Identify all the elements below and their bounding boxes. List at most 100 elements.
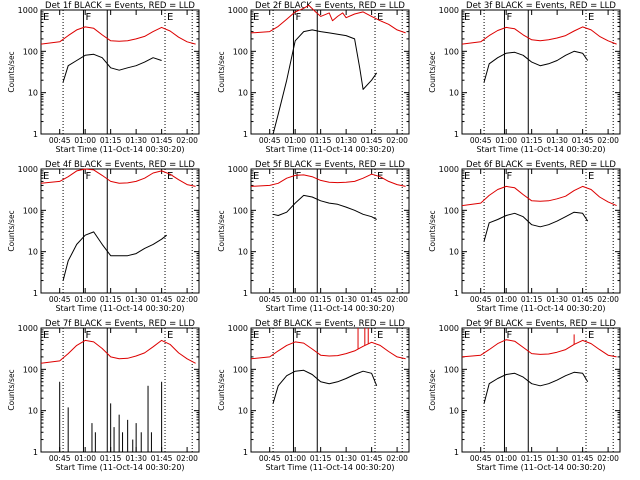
region-label: E <box>377 330 383 341</box>
plot-frame <box>40 168 200 294</box>
y-tick-label: 1 <box>454 289 459 298</box>
region-label: E <box>167 330 173 341</box>
y-tick-label: 100 <box>444 47 459 56</box>
events-series-line <box>62 231 168 281</box>
y-tick-label: 1000 <box>18 6 38 15</box>
x-tick-label: 01:30 <box>546 295 568 304</box>
region-label: E <box>43 330 49 341</box>
x-tick-label: 02:00 <box>386 295 408 304</box>
lld-series-line <box>250 173 406 187</box>
region-label: F <box>506 171 512 182</box>
lld-series-line <box>40 339 196 364</box>
y-axis-label: Counts/sec <box>217 369 226 410</box>
region-label: E <box>377 12 383 23</box>
lld-series-line <box>461 185 617 207</box>
x-tick-label: 01:30 <box>546 136 568 145</box>
y-axis-label: Counts/sec <box>7 369 16 410</box>
events-series-line <box>483 50 589 83</box>
lld-series-line <box>40 26 196 45</box>
x-tick-label: 01:15 <box>521 136 543 145</box>
x-tick-label: 01:15 <box>310 136 332 145</box>
region-label: E <box>464 330 470 341</box>
panel-title: Det 8f BLACK = Events, RED = LLD <box>255 319 405 329</box>
panel-title: Det 3f BLACK = Events, RED = LLD <box>466 1 616 11</box>
x-tick-label: 01:30 <box>125 295 147 304</box>
y-tick-label: 10 <box>28 89 38 98</box>
lld-series-line <box>461 339 617 358</box>
region-label: F <box>295 12 301 23</box>
events-series-line <box>272 29 378 135</box>
x-tick-label: 01:30 <box>125 136 147 145</box>
region-label: F <box>85 330 91 341</box>
region-label: F <box>506 330 512 341</box>
region-label: F <box>85 171 91 182</box>
x-tick-label: 01:45 <box>361 454 383 463</box>
region-label: F <box>295 330 301 341</box>
x-tick-label: 01:00 <box>74 295 96 304</box>
y-tick-label: 1 <box>454 130 459 139</box>
y-tick-label: 100 <box>233 365 248 374</box>
x-tick-label: 01:45 <box>151 295 173 304</box>
y-axis-label: Counts/sec <box>428 51 437 92</box>
x-tick-label: 01:15 <box>100 136 122 145</box>
y-tick-label: 1 <box>243 448 248 457</box>
y-tick-label: 1000 <box>228 324 248 333</box>
y-axis-label: Counts/sec <box>428 369 437 410</box>
x-tick-label: 01:45 <box>572 136 594 145</box>
x-axis-label: Start Time (11-Oct-14 00:30:20) <box>476 145 605 154</box>
y-tick-label: 10 <box>449 248 459 257</box>
plot-frame <box>250 327 410 453</box>
events-series-line <box>62 53 162 83</box>
x-tick-label: 01:15 <box>521 454 543 463</box>
x-axis-label: Start Time (11-Oct-14 00:30:20) <box>265 304 394 313</box>
lld-series-line <box>250 341 406 360</box>
x-tick-label: 02:00 <box>597 454 619 463</box>
x-tick-label: 02:00 <box>597 295 619 304</box>
lld-series-line <box>461 26 617 45</box>
y-tick-label: 1000 <box>18 165 38 174</box>
x-tick-label: 01:15 <box>100 295 122 304</box>
panel-title: Det 7f BLACK = Events, RED = LLD <box>45 319 195 329</box>
x-tick-label: 01:15 <box>310 454 332 463</box>
x-tick-label: 02:00 <box>386 454 408 463</box>
plot-frame <box>250 168 410 294</box>
y-axis-label: Counts/sec <box>428 210 437 251</box>
y-tick-label: 1 <box>243 130 248 139</box>
x-tick-label: 00:45 <box>49 295 71 304</box>
panel-title: Det 6f BLACK = Events, RED = LLD <box>466 160 616 170</box>
y-tick-label: 1000 <box>439 165 459 174</box>
plot-frame <box>40 9 200 135</box>
y-tick-label: 10 <box>28 248 38 257</box>
events-series-line <box>483 211 589 242</box>
x-tick-label: 02:00 <box>597 136 619 145</box>
x-axis-label: Start Time (11-Oct-14 00:30:20) <box>55 304 184 313</box>
x-tick-label: 00:45 <box>259 136 281 145</box>
x-axis-label: Start Time (11-Oct-14 00:30:20) <box>55 463 184 472</box>
region-label: E <box>588 330 594 341</box>
y-tick-label: 100 <box>444 206 459 215</box>
region-label: E <box>167 171 173 182</box>
y-tick-label: 100 <box>444 365 459 374</box>
y-tick-label: 100 <box>23 47 38 56</box>
region-label: E <box>464 171 470 182</box>
x-tick-label: 01:30 <box>125 454 147 463</box>
y-tick-label: 10 <box>238 248 248 257</box>
region-label: E <box>464 12 470 23</box>
y-axis-label: Counts/sec <box>7 51 16 92</box>
y-tick-label: 1000 <box>439 324 459 333</box>
x-tick-label: 01:45 <box>361 295 383 304</box>
events-series-line <box>272 369 378 404</box>
y-tick-label: 10 <box>238 407 248 416</box>
lld-series-line <box>40 168 196 187</box>
plot-frame <box>461 9 621 135</box>
x-tick-label: 01:00 <box>495 454 517 463</box>
x-axis-label: Start Time (11-Oct-14 00:30:20) <box>476 463 605 472</box>
x-tick-label: 01:00 <box>74 136 96 145</box>
region-label: E <box>588 12 594 23</box>
x-tick-label: 01:30 <box>546 454 568 463</box>
panel-title: Det 4f BLACK = Events, RED = LLD <box>45 160 195 170</box>
